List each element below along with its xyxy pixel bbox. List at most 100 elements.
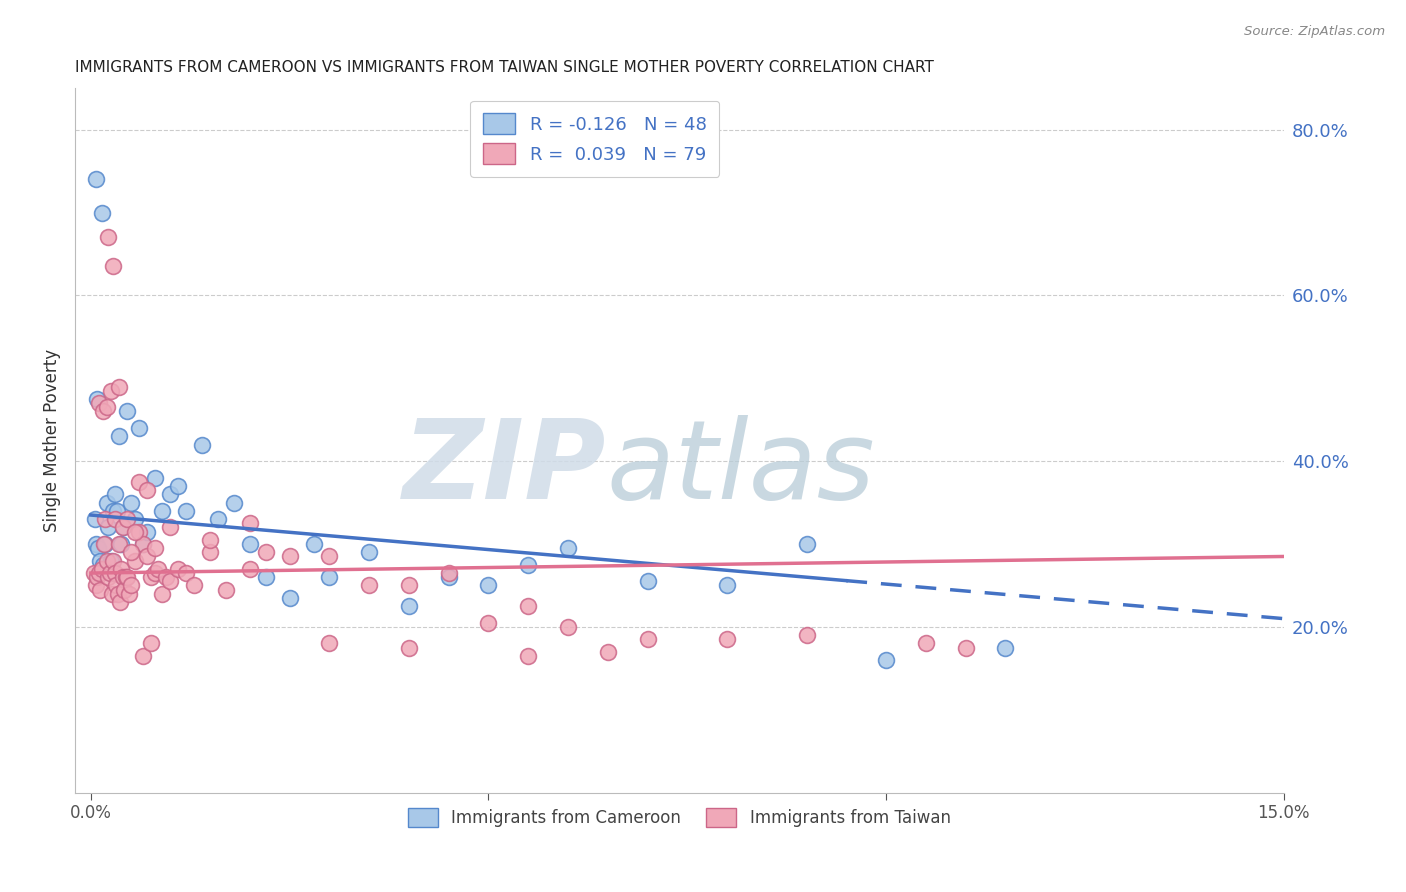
Point [994,640,1017,655]
Point [91,562,114,576]
Point [222,495,245,509]
Point [115,570,138,584]
Point [359,578,381,592]
Point [87,541,110,556]
Point [105,504,128,518]
Point [100,384,122,398]
Point [716,632,738,647]
Point [716,578,738,592]
Point [107,587,129,601]
Point [557,620,579,634]
Point [167,562,190,576]
Point [86,570,108,584]
Point [437,566,460,580]
Point [914,636,936,650]
Point [254,545,277,559]
Point [183,578,205,592]
Point [398,599,420,614]
Point [477,578,499,592]
Point [239,537,262,551]
Point [124,553,146,567]
Point [302,537,325,551]
Point [97,570,120,584]
Point [128,421,150,435]
Point [139,570,162,584]
Point [152,504,174,518]
Point [89,553,111,567]
Point [101,553,124,567]
Point [96,401,118,415]
Point [128,475,150,489]
Point [131,537,153,551]
Point [239,562,262,576]
Legend: Immigrants from Cameroon, Immigrants from Taiwan: Immigrants from Cameroon, Immigrants fro… [401,801,957,834]
Point [87,396,110,410]
Point [112,582,135,597]
Point [318,636,340,650]
Point [398,640,420,655]
Point [191,437,214,451]
Point [107,537,129,551]
Point [176,566,198,580]
Point [93,537,115,551]
Point [83,512,105,526]
Point [84,172,107,186]
Point [155,570,177,584]
Point [517,648,540,663]
Point [143,471,166,485]
Point [111,520,134,534]
Point [131,648,153,663]
Point [91,404,114,418]
Point [115,404,138,418]
Point [637,574,659,589]
Point [124,512,146,526]
Point [207,512,229,526]
Point [875,653,897,667]
Point [104,512,127,526]
Point [152,587,174,601]
Point [796,628,818,642]
Point [596,645,619,659]
Point [91,205,114,219]
Point [115,512,138,526]
Point [105,578,128,592]
Point [135,549,157,564]
Point [143,566,166,580]
Y-axis label: Single Mother Poverty: Single Mother Poverty [44,349,60,532]
Point [108,595,131,609]
Point [86,537,108,551]
Point [120,545,142,559]
Point [89,582,111,597]
Text: Source: ZipAtlas.com: Source: ZipAtlas.com [1244,25,1385,38]
Point [120,495,142,509]
Point [159,574,181,589]
Point [107,429,129,443]
Point [100,587,122,601]
Point [517,558,540,572]
Point [124,524,146,539]
Point [278,549,301,564]
Point [83,566,105,580]
Point [128,524,150,539]
Text: atlas: atlas [607,415,876,522]
Point [278,591,301,605]
Point [120,578,142,592]
Point [101,260,124,274]
Point [104,566,127,580]
Point [94,512,117,526]
Point [110,537,132,551]
Point [96,495,118,509]
Point [97,520,120,534]
Point [437,570,460,584]
Point [637,632,659,647]
Point [131,537,153,551]
Point [198,533,221,547]
Point [148,562,170,576]
Point [86,392,108,406]
Point [98,566,121,580]
Point [104,487,127,501]
Point [398,578,420,592]
Point [517,599,540,614]
Point [100,553,122,567]
Point [110,562,132,576]
